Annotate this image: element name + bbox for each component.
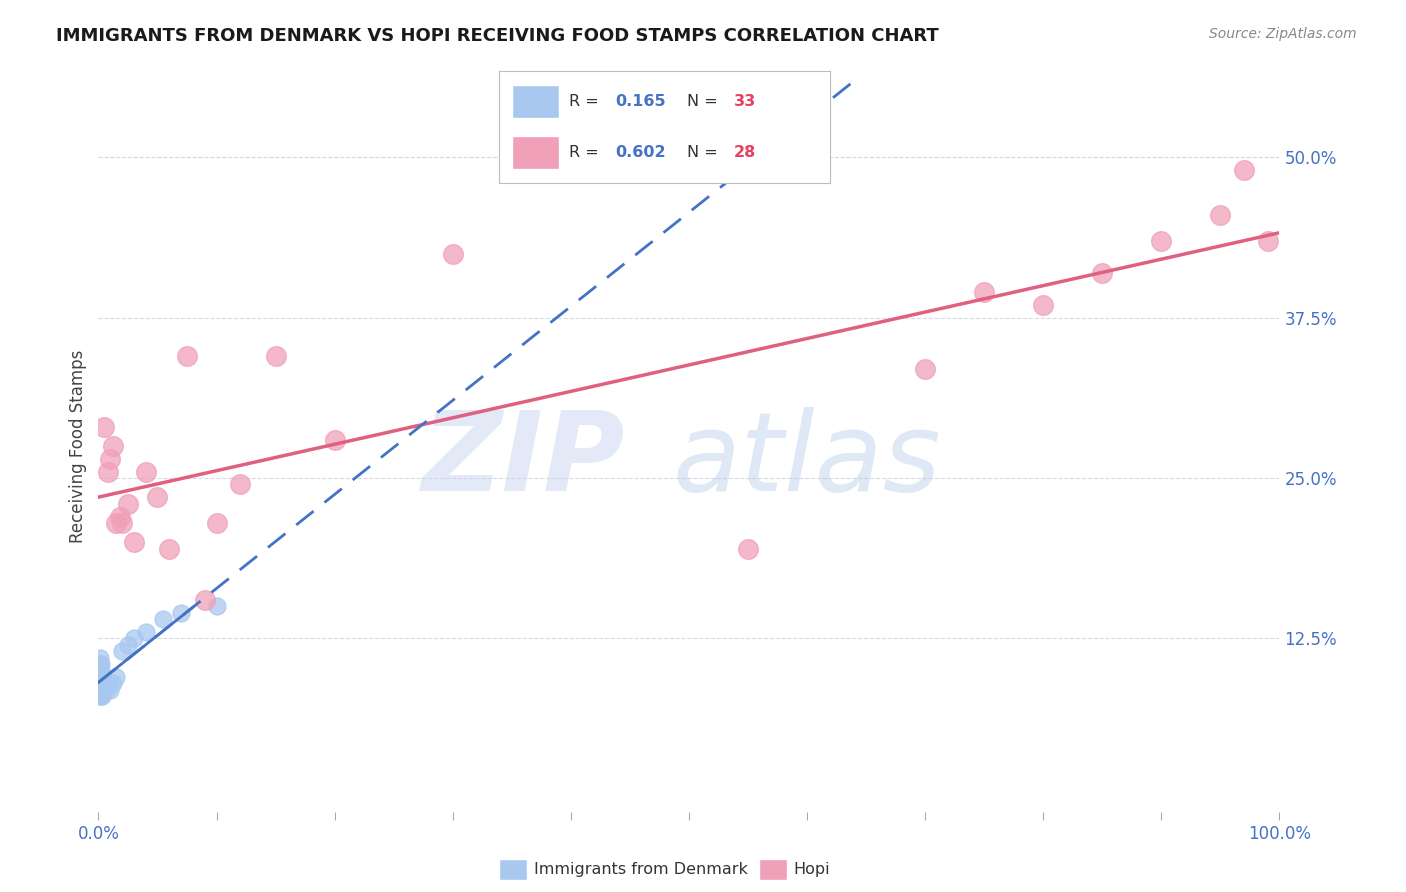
Point	[973, 285, 995, 299]
Point	[89, 670, 111, 684]
Point	[176, 349, 198, 363]
Text: 33: 33	[734, 94, 756, 109]
Text: N =: N =	[688, 145, 723, 161]
Point	[89, 650, 111, 665]
Point	[122, 632, 145, 646]
Point	[914, 362, 936, 376]
Point	[90, 670, 112, 684]
Point	[90, 657, 112, 672]
Point	[91, 682, 114, 697]
Point	[323, 433, 346, 447]
Point	[105, 670, 128, 684]
Point	[1091, 266, 1114, 280]
Point	[98, 682, 121, 697]
Text: IMMIGRANTS FROM DENMARK VS HOPI RECEIVING FOOD STAMPS CORRELATION CHART: IMMIGRANTS FROM DENMARK VS HOPI RECEIVIN…	[56, 27, 939, 45]
Point	[111, 644, 134, 658]
Point	[135, 465, 157, 479]
Point	[89, 690, 111, 704]
Point	[89, 682, 111, 697]
Text: ZIP: ZIP	[422, 407, 626, 514]
Point	[264, 349, 287, 363]
Text: Hopi: Hopi	[793, 863, 830, 877]
Text: Immigrants from Denmark: Immigrants from Denmark	[534, 863, 748, 877]
Point	[93, 419, 115, 434]
Point	[93, 676, 115, 690]
Point	[205, 516, 228, 530]
Point	[101, 439, 124, 453]
Text: R =: R =	[568, 94, 603, 109]
Point	[146, 491, 169, 505]
Point	[157, 541, 180, 556]
Point	[1209, 208, 1232, 222]
Text: 28: 28	[734, 145, 756, 161]
Point	[170, 606, 193, 620]
Point	[135, 625, 157, 640]
Point	[97, 676, 120, 690]
Point	[90, 676, 112, 690]
Point	[1150, 234, 1173, 248]
Point	[194, 593, 217, 607]
Point	[90, 664, 112, 678]
Point	[1233, 163, 1256, 178]
Point	[89, 676, 111, 690]
Point	[89, 664, 111, 678]
Text: Source: ZipAtlas.com: Source: ZipAtlas.com	[1209, 27, 1357, 41]
Point	[152, 612, 174, 626]
Point	[111, 516, 134, 530]
Text: R =: R =	[568, 145, 603, 161]
Point	[94, 682, 117, 697]
Point	[122, 535, 145, 549]
Point	[89, 664, 111, 678]
Point	[90, 690, 112, 704]
Point	[205, 599, 228, 614]
Text: 0.165: 0.165	[614, 94, 665, 109]
Point	[91, 670, 114, 684]
Point	[1257, 234, 1279, 248]
Point	[117, 497, 139, 511]
Point	[117, 638, 139, 652]
Point	[229, 477, 252, 491]
Point	[108, 509, 131, 524]
Point	[97, 465, 120, 479]
Point	[101, 676, 124, 690]
Point	[89, 657, 111, 672]
Point	[91, 676, 114, 690]
Point	[90, 682, 112, 697]
Point	[91, 690, 114, 704]
Point	[1032, 298, 1054, 312]
Text: N =: N =	[688, 94, 723, 109]
Point	[441, 246, 464, 260]
Text: 0.602: 0.602	[614, 145, 665, 161]
Point	[91, 670, 114, 684]
Text: atlas: atlas	[672, 407, 942, 514]
Y-axis label: Receiving Food Stamps: Receiving Food Stamps	[69, 350, 87, 542]
Point	[737, 541, 759, 556]
FancyBboxPatch shape	[512, 136, 558, 169]
Point	[105, 516, 128, 530]
Point	[91, 676, 114, 690]
Point	[98, 451, 121, 466]
FancyBboxPatch shape	[512, 85, 558, 119]
